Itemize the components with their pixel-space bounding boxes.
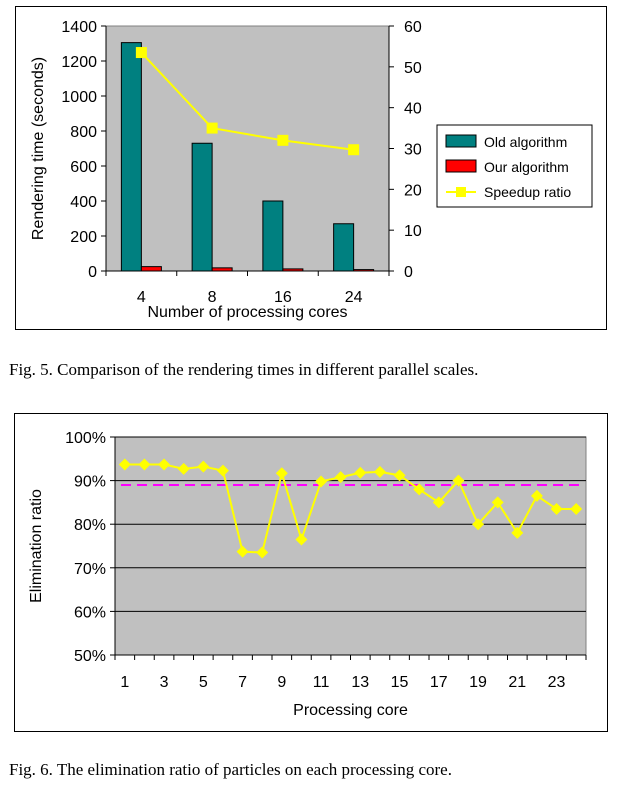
left-axis-tick-label: 800 — [70, 124, 97, 141]
elimination-ratio-marker — [138, 458, 151, 471]
y-axis-tick-label: 70% — [74, 561, 106, 578]
elimination-ratio-marker — [177, 462, 190, 475]
bar-old-algorithm — [191, 142, 213, 272]
plot-area — [114, 436, 587, 656]
x-axis-tick-label: 3 — [160, 674, 169, 691]
left-axis-tick-label: 1000 — [61, 89, 97, 106]
bar-our-algorithm — [211, 267, 233, 272]
y-axis-title: Elimination ratio — [28, 489, 45, 603]
bar-our-algorithm — [282, 268, 304, 272]
x-axis-tick-label: 24 — [345, 289, 363, 306]
speedup-ratio-marker — [206, 122, 218, 134]
x-axis-tick-label: 15 — [391, 674, 409, 691]
right-axis-tick-label: 0 — [404, 264, 413, 281]
legend-label: Old algorithm — [484, 134, 567, 150]
x-axis-tick-label: 21 — [508, 674, 526, 691]
elimination-ratio-marker — [295, 533, 308, 546]
elimination-ratio-marker — [452, 474, 465, 487]
elimination-ratio-marker — [530, 489, 543, 502]
elimination-ratio-marker — [216, 464, 229, 477]
left-axis-tick-label: 400 — [70, 194, 97, 211]
right-axis-tick-label: 50 — [404, 60, 422, 77]
y-axis-tick-label: 60% — [74, 604, 106, 621]
x-axis-title: Processing core — [293, 702, 408, 719]
x-axis-tick-label: 1 — [120, 674, 129, 691]
legend-swatch-old-algorithm — [445, 134, 477, 148]
elimination-ratio-marker — [373, 465, 386, 478]
elimination-ratio-marker — [275, 467, 288, 480]
bar-our-algorithm — [140, 266, 162, 272]
x-axis-tick-label: 9 — [277, 674, 286, 691]
legend-swatch-our-algorithm — [445, 159, 477, 173]
speedup-ratio-marker — [348, 144, 360, 156]
elimination-ratio-marker — [432, 496, 445, 509]
chart-rendering-time: 0 200 400 600 800 1000 1200 1400 0 10 20 30 40 50 60 4 8… — [15, 6, 607, 330]
chart-elimination-ratio: 50% 60% 70% 80% 90% 100% 1 3 5 7 9 11 13 15 17 19 21 23 Pr… — [14, 413, 608, 732]
left-axis-tick-label: 1200 — [61, 54, 97, 71]
elimination-ratio-marker — [315, 475, 328, 488]
speedup-ratio-marker — [277, 134, 289, 146]
x-axis-tick-label: 19 — [469, 674, 487, 691]
bar-our-algorithm — [353, 269, 375, 272]
figure-5-caption: Fig. 5. Comparison of the rendering time… — [9, 360, 479, 379]
bar-old-algorithm — [333, 223, 355, 272]
left-axis-tick-label: 0 — [88, 264, 97, 281]
x-axis-title: Number of processing cores — [147, 304, 347, 321]
elimination-ratio-marker — [570, 502, 583, 515]
legend-swatch-speedup-marker — [456, 187, 466, 197]
chart-rendering-time-svg: 0 200 400 600 800 1000 1200 1400 0 10 20 30 40 50 60 4 8… — [30, 19, 593, 321]
speedup-ratio-marker — [135, 47, 147, 59]
x-axis-tick-label: 13 — [351, 674, 369, 691]
legend-label: Our algorithm — [484, 159, 569, 175]
elimination-ratio-marker — [393, 469, 406, 482]
y-axis-tick-label: 50% — [74, 648, 106, 665]
right-axis-tick-label: 30 — [404, 142, 422, 159]
elimination-ratio-marker — [511, 526, 524, 539]
y-axis-tick-label: 100% — [65, 430, 106, 447]
left-axis-tick-label: 1400 — [61, 19, 97, 36]
right-axis-tick-label: 40 — [404, 101, 422, 118]
x-axis-tick-label: 23 — [548, 674, 566, 691]
bar-old-algorithm — [262, 200, 284, 272]
elimination-ratio-marker — [472, 518, 485, 531]
left-axis-tick-label: 600 — [70, 159, 97, 176]
right-axis-tick-label: 20 — [404, 182, 422, 199]
left-axis-tick-label: 200 — [70, 229, 97, 246]
figure-6-caption: Fig. 6. The elimination ratio of particl… — [9, 760, 452, 779]
x-axis-tick-label: 4 — [137, 289, 146, 306]
elimination-ratio-marker — [550, 502, 563, 515]
bar-old-algorithm — [120, 42, 142, 272]
elimination-ratio-marker — [118, 458, 131, 471]
elimination-ratio-marker — [413, 483, 426, 496]
elimination-ratio-marker — [197, 460, 210, 473]
right-axis-tick-label: 10 — [404, 223, 422, 240]
x-axis-tick-label: 8 — [208, 289, 217, 306]
y-axis-title: Rendering time (seconds) — [30, 57, 47, 240]
elimination-ratio-marker — [256, 546, 269, 559]
x-axis-tick-label: 16 — [274, 289, 292, 306]
x-axis-tick-label: 7 — [238, 674, 247, 691]
right-axis-tick-label: 60 — [404, 19, 422, 36]
elimination-ratio-marker — [236, 545, 249, 558]
y-axis-tick-label: 90% — [74, 474, 106, 491]
elimination-ratio-marker — [334, 471, 347, 484]
elimination-ratio-marker — [158, 458, 171, 471]
x-axis-tick-label: 5 — [199, 674, 208, 691]
chart-elimination-ratio-svg: 50%60%70%80%90%100%1 3 5 7 9 11 13 15 17 19 21 23Pr… — [28, 430, 587, 719]
speedup-ratio-line — [140, 51, 354, 151]
x-axis-tick-label: 17 — [430, 674, 448, 691]
y-axis-tick-label: 80% — [74, 517, 106, 534]
legend-label: Speedup ratio — [484, 184, 571, 200]
x-axis-tick-label: 11 — [313, 674, 330, 691]
elimination-ratio-marker — [354, 466, 367, 479]
elimination-ratio-marker — [491, 496, 504, 509]
